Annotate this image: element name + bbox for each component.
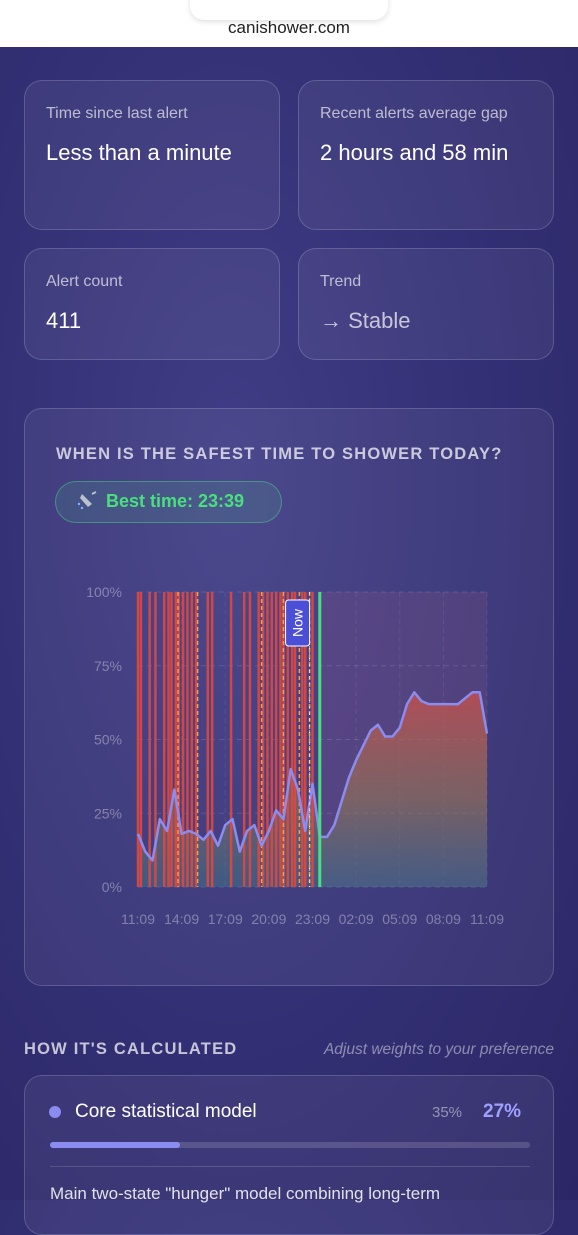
y-tick-label: 25% xyxy=(94,805,122,821)
url[interactable]: canishower.com xyxy=(228,18,350,37)
stat-label: Time since last alert xyxy=(46,105,188,122)
y-tick-label: 100% xyxy=(86,584,122,600)
y-tick-label: 50% xyxy=(94,732,122,748)
stat-value: Less than a minute xyxy=(46,140,232,165)
chart: 0% 25% 50% 75% 100% 11:09 14:09 17:09 20:09 23:09… xyxy=(86,584,504,927)
default-weight: 35% xyxy=(432,1104,463,1121)
x-tick-label: 11:09 xyxy=(121,911,155,927)
y-tick-label: 0% xyxy=(102,879,122,895)
x-tick-label: 17:09 xyxy=(208,911,243,927)
x-tick-label: 23:09 xyxy=(295,911,330,927)
section-hint: Adjust weights to your preference xyxy=(323,1041,554,1058)
stat-label: Recent alerts average gap xyxy=(320,105,508,122)
best-time-label: Best time: 23:39 xyxy=(106,491,245,511)
x-tick-label: 14:09 xyxy=(164,911,199,927)
y-tick-label: 75% xyxy=(94,658,122,674)
weight-bar[interactable] xyxy=(50,1142,180,1148)
model-description: Main two-state "hunger" model combining … xyxy=(50,1184,441,1203)
stat-card xyxy=(24,248,280,360)
model-name: Core statistical model xyxy=(75,1101,257,1122)
weight: 27% xyxy=(483,1101,522,1122)
line xyxy=(136,691,489,862)
stat-value: 2 hours and 58 min xyxy=(320,140,509,165)
shower-icon xyxy=(77,491,97,510)
address-pill[interactable] xyxy=(190,0,388,20)
best-time-badge xyxy=(55,481,282,523)
stat-label: Trend xyxy=(320,273,362,290)
chart-title: WHEN IS THE SAFEST TIME TO SHOWER TODAY? xyxy=(56,445,503,463)
now-label: Now xyxy=(290,608,306,637)
x-tick-label: 11:09 xyxy=(470,911,504,927)
weight-track[interactable] xyxy=(50,1142,530,1148)
model-dot xyxy=(49,1106,61,1118)
stat-value: 411 xyxy=(46,308,82,333)
stat-label: Alert count xyxy=(46,273,123,290)
x-tick-label: 02:09 xyxy=(339,911,374,927)
stat-card xyxy=(298,80,554,230)
stat-card xyxy=(24,80,280,230)
x-tick-label: 05:09 xyxy=(382,911,417,927)
stat-card xyxy=(298,248,554,360)
stat-value: → Stable xyxy=(320,308,411,333)
x-tick-label: 20:09 xyxy=(251,911,286,927)
divider xyxy=(50,1166,530,1167)
now-badge xyxy=(285,599,311,647)
x-tick-label: 08:09 xyxy=(426,911,461,927)
model-card xyxy=(24,1075,554,1235)
section-title: HOW IT'S CALCULATED xyxy=(24,1040,238,1058)
